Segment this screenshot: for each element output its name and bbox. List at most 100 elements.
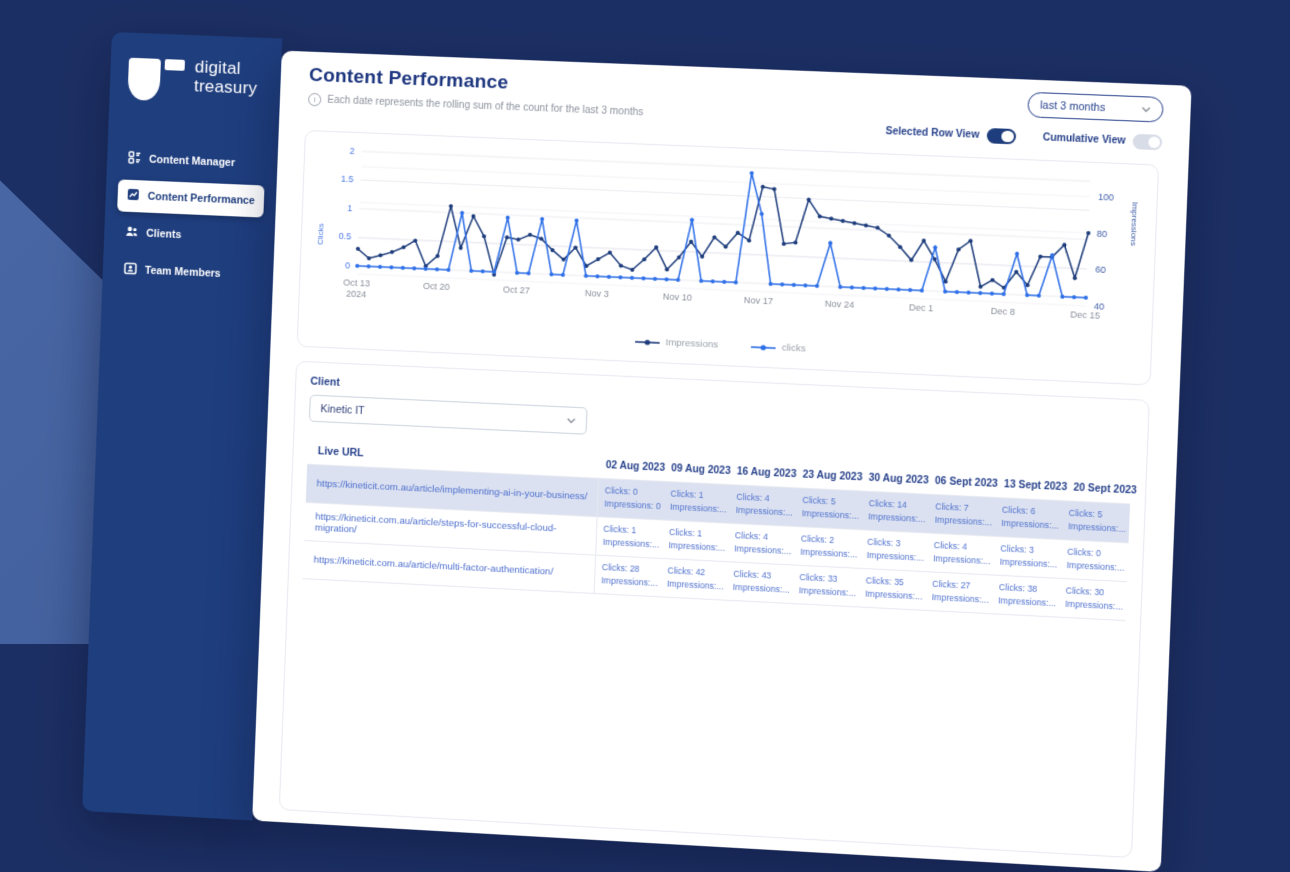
- metric-cell: Clicks: 0 Impressions: 0: [604, 485, 661, 511]
- clicks-line: [357, 157, 1090, 298]
- metric-cell: Clicks: 3 Impressions:...: [999, 543, 1058, 570]
- column-header-date: 09 Aug 2023: [670, 462, 731, 477]
- sidebar-item-team-members[interactable]: Team Members: [114, 253, 261, 291]
- metric-cell: Clicks: 4 Impressions:...: [932, 539, 991, 566]
- column-header-date: 02 Aug 2023: [605, 459, 666, 474]
- Impressions-point: [448, 204, 454, 209]
- metric-cell: Clicks: 33 Impressions:...: [798, 571, 857, 598]
- clicks-point: [389, 265, 394, 270]
- selected-row-view-toggle[interactable]: [986, 127, 1016, 145]
- performance-table: Live URL 02 Aug 2023 09 Aug 2023 16 Aug 202…: [302, 438, 1137, 622]
- clicks-point: [366, 264, 371, 269]
- Impressions-point: [366, 256, 372, 261]
- clicks-point: [919, 288, 924, 293]
- svg-text:Dec 1: Dec 1: [909, 302, 934, 313]
- view-toggles: Selected Row View Cumulative View: [885, 124, 1163, 151]
- clicks-point: [733, 280, 738, 285]
- column-header-date: 20 Sept 2023: [1073, 481, 1137, 497]
- svg-text:Dec 8: Dec 8: [991, 306, 1016, 317]
- legend-label: clicks: [781, 342, 806, 355]
- clicks-point: [978, 290, 983, 296]
- svg-text:60: 60: [1095, 265, 1106, 276]
- clicks-point: [514, 270, 520, 275]
- metric-cell: Clicks: 35 Impressions:...: [865, 575, 923, 602]
- svg-text:Nov 3: Nov 3: [585, 288, 609, 299]
- clicks-point: [838, 284, 843, 290]
- id-card-icon: [124, 262, 138, 279]
- svg-text:2: 2: [349, 146, 354, 156]
- metric-cell: Clicks: 30 Impressions:...: [1065, 585, 1124, 612]
- clicks-point: [675, 277, 681, 283]
- clicks-point: [400, 265, 405, 270]
- clicks-point: [1060, 294, 1065, 299]
- sidebar-item-content-performance[interactable]: Content Performance: [117, 179, 265, 218]
- svg-text:1: 1: [347, 203, 352, 213]
- legend-item-impressions[interactable]: Impressions: [635, 336, 719, 351]
- Impressions-point: [760, 184, 765, 189]
- date-range-value: last 3 months: [1039, 98, 1106, 114]
- svg-text:1.5: 1.5: [341, 174, 354, 185]
- Impressions-point: [781, 241, 786, 246]
- chevron-down-icon: [1141, 106, 1151, 113]
- metric-cell: Clicks: 27 Impressions:...: [931, 578, 990, 605]
- client-select[interactable]: Kinetic IT: [308, 394, 588, 435]
- clicks-point: [629, 275, 635, 280]
- clicks-point: [480, 269, 485, 274]
- column-header-date: 16 Aug 2023: [736, 465, 797, 480]
- client-panel: Client Kinetic IT Live URL 02 Aug 2023 09 …: [278, 360, 1150, 859]
- clicks-point: [377, 264, 383, 269]
- Impressions-point: [378, 253, 383, 258]
- sidebar-item-clients[interactable]: Clients: [116, 216, 263, 254]
- clicks-point: [355, 263, 360, 268]
- Impressions-point: [389, 250, 395, 255]
- blocks-icon: [128, 151, 142, 168]
- clicks-point: [618, 275, 623, 280]
- svg-text:Clicks: Clicks: [316, 223, 326, 245]
- svg-text:40: 40: [1094, 301, 1105, 312]
- page-header: Content Performance i Each date represen…: [307, 65, 645, 120]
- svg-text:0: 0: [345, 260, 350, 270]
- clicks-point: [1001, 291, 1006, 297]
- sidebar-item-content-manager[interactable]: Content Manager: [119, 142, 266, 180]
- clicks-point: [699, 278, 704, 284]
- selected-row-view-group: Selected Row View: [885, 124, 1016, 145]
- date-range-select[interactable]: last 3 months: [1027, 91, 1164, 123]
- sidebar-item-label: Content Performance: [147, 190, 255, 208]
- chevron-down-icon: [567, 417, 576, 423]
- metric-cell: Clicks: 38 Impressions:...: [998, 581, 1057, 609]
- legend-item-clicks[interactable]: clicks: [751, 341, 806, 355]
- clicks-point: [933, 245, 938, 250]
- clicks-point: [1036, 293, 1042, 298]
- cumulative-view-group: Cumulative View: [1042, 130, 1163, 151]
- clicks-point: [849, 285, 855, 290]
- clicks-point: [803, 283, 808, 288]
- legend-label: Impressions: [665, 337, 719, 351]
- svg-text:2024: 2024: [346, 289, 367, 300]
- metric-cell: Clicks: 1 Impressions:...: [602, 523, 660, 550]
- clicks-point: [896, 287, 901, 292]
- client-select-value: Kinetic IT: [320, 402, 365, 417]
- svg-text:Dec 15: Dec 15: [1070, 309, 1100, 321]
- clicks-point: [595, 274, 600, 279]
- Impressions-point: [413, 238, 418, 243]
- clicks-point: [768, 281, 773, 287]
- sidebar: digital treasury Content Manager Content…: [82, 32, 283, 821]
- clicks-point: [943, 289, 948, 294]
- Impressions-point: [527, 232, 533, 237]
- clicks-point: [966, 290, 971, 295]
- metric-cell: Clicks: 3 Impressions:...: [866, 536, 925, 563]
- metric-cell: Clicks: 42 Impressions:...: [666, 565, 724, 592]
- clicks-point: [434, 267, 440, 272]
- clicks-point: [722, 279, 727, 285]
- svg-text:Nov 24: Nov 24: [825, 299, 855, 310]
- cumulative-view-toggle[interactable]: [1132, 133, 1163, 151]
- clicks-point: [791, 282, 796, 288]
- column-header-date: 30 Aug 2023: [868, 472, 929, 487]
- metric-cell: Clicks: 43 Impressions:...: [732, 568, 790, 595]
- Impressions-point: [504, 235, 510, 240]
- sidebar-item-label: Content Manager: [148, 153, 236, 170]
- clicks-point: [873, 286, 878, 291]
- brand-line2: treasury: [193, 76, 258, 98]
- clicks-point: [1014, 251, 1020, 257]
